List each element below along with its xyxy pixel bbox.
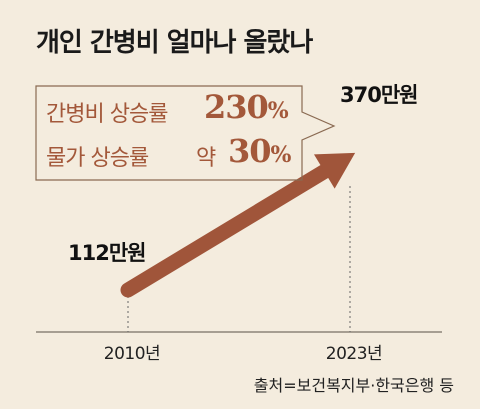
series-arrow-shaft xyxy=(120,161,336,298)
callout-row-caregiving: 간병비 상승률 230% xyxy=(46,88,296,130)
callout-prices-unit: % xyxy=(270,142,292,168)
series-arrow-head xyxy=(313,152,356,189)
callout-prices-prefix: 약 xyxy=(196,146,216,171)
callout-box xyxy=(35,85,336,181)
callout-caregiving-unit: % xyxy=(267,98,289,124)
callout-prices-value: 30% xyxy=(228,132,292,170)
callout-row-prices: 물가 상승률 약 30% xyxy=(46,132,296,174)
callout-prices-number: 30 xyxy=(228,132,272,170)
x-tick-label-1: 2023년 xyxy=(326,344,382,364)
callout-caregiving-value: 230% xyxy=(204,88,289,126)
chart-title: 개인 간병비 얼마나 올랐나 xyxy=(36,28,313,58)
source-note: 출처=보건복지부·한국은행 등 xyxy=(253,376,454,395)
callout-caregiving-number: 230 xyxy=(204,88,269,126)
callout-caregiving-label: 간병비 상승률 xyxy=(46,102,168,127)
callout-prices-label: 물가 상승률 xyxy=(46,146,149,171)
data-label-1: 370만원 xyxy=(340,83,417,107)
data-label-0: 112만원 xyxy=(68,241,145,265)
x-tick-label-0: 2010년 xyxy=(104,344,160,364)
